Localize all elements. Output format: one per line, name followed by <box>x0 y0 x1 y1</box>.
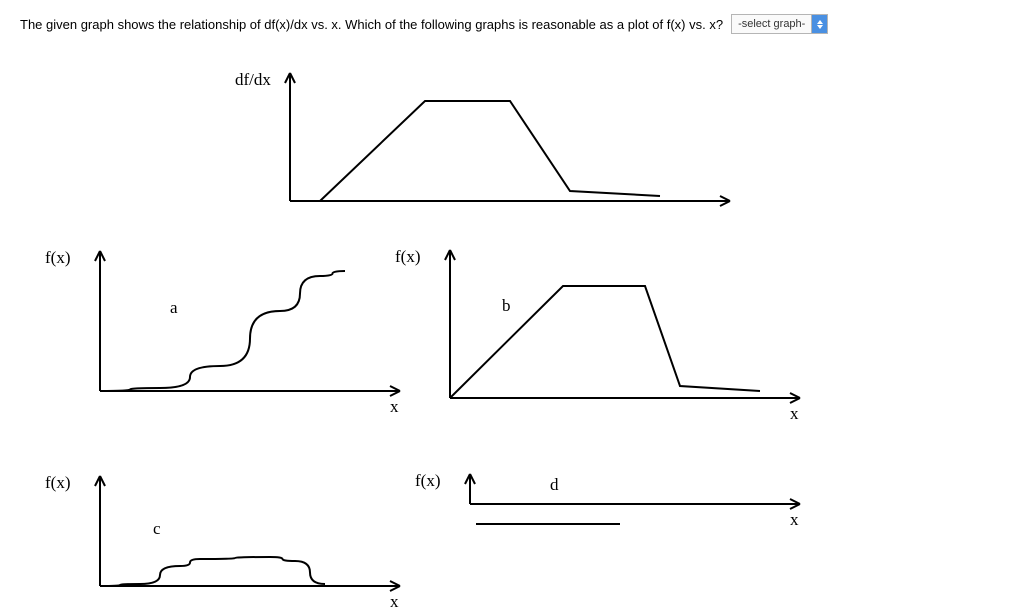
x-axis-label: x <box>390 592 399 612</box>
option-label-c: c <box>153 519 161 539</box>
y-axis-label: f(x) <box>45 248 70 268</box>
select-stepper-icon <box>811 15 827 33</box>
x-axis-label: x <box>390 397 399 417</box>
option-label-a: a <box>170 298 178 318</box>
option-chart-b: f(x)xb <box>420 246 800 416</box>
option-chart-c: f(x)xc <box>70 471 400 601</box>
y-axis-label: df/dx <box>235 70 271 90</box>
y-axis-label: f(x) <box>415 471 440 491</box>
graph-select[interactable]: -select graph- <box>731 14 828 34</box>
option-chart-a: f(x)xa <box>70 246 400 406</box>
question-text: The given graph shows the relationship o… <box>20 17 723 32</box>
y-axis-label: f(x) <box>45 473 70 493</box>
option-label-b: b <box>502 296 511 316</box>
option-label-d: d <box>550 475 559 495</box>
x-axis-label: x <box>790 404 799 424</box>
x-axis-label: x <box>790 510 799 530</box>
option-chart-d: f(x)xd <box>440 469 800 579</box>
main-chart: df/dx <box>260 66 740 216</box>
select-placeholder: -select graph- <box>732 15 811 33</box>
y-axis-label: f(x) <box>395 247 420 267</box>
